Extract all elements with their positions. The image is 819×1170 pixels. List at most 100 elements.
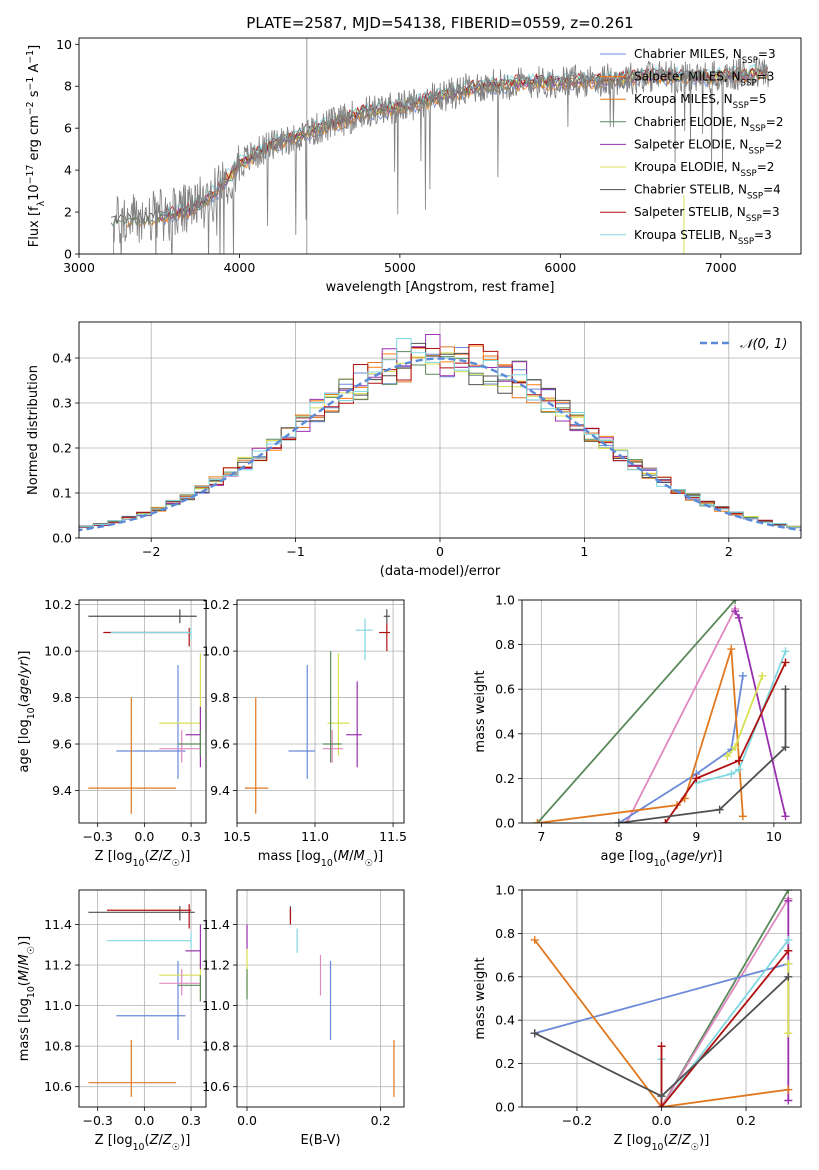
tick-label-x: 7 [537,829,545,844]
weight-marker [731,600,740,604]
age-vs-mass-frame [236,599,405,824]
label-part: ☉ [365,858,373,869]
label-part: =2 [757,160,775,174]
weight-line [618,689,787,823]
residuals-frame [78,321,802,539]
tick-label-x: 0.2 [736,1113,756,1128]
tick-label-x: 10.5 [223,829,251,844]
label-part: SSP [738,237,754,247]
tick-label-y: 9.4 [52,783,72,798]
tick-label-y: 11.0 [202,998,230,1013]
weight-marker [727,769,736,778]
label-part: =2 [765,137,783,151]
label-part: Chabrier MILES, N [634,47,742,61]
tick-label-y: 0.0 [52,531,72,546]
label-part: Chabrier ELODIE, N [634,115,750,129]
x-axis-label: E(B-V) [300,1133,340,1148]
weight-marker [657,1042,666,1051]
x-axis-label: wavelength [Angstrom, rest frame] [326,280,555,295]
tick-label-y: 0 [64,247,72,262]
label-part: −1 [25,77,36,91]
label-part: Z [162,849,173,864]
label-part: SSP [741,79,757,89]
tick-label-x: 0.0 [237,1113,257,1128]
mass-vs-Z-panel: −0.3 0.0 0.310.610.811.011.211.4Z [log10(Z… [17,889,207,1153]
label-part: mass [log [17,998,32,1061]
label-part: age [log [17,719,32,772]
weight-line [660,898,790,1107]
mass-vs-Z-frame [78,889,207,1108]
weight-marker [781,647,790,656]
tick-label-y: 10 [56,37,72,52]
axis-label: age [log10(age/yr)] [600,849,722,869]
label-part: 10 [654,858,666,869]
label-part: SSP [747,192,763,202]
label-part: / [349,849,354,864]
tick-label-x: 3000 [63,260,95,275]
mass-vs-EBV-panel: 0.0 0.2 10.6 10.8 11.0 11.2 11.4 E(B-V) [202,889,405,1148]
weight-line [533,939,789,1107]
weight-marker [661,819,670,823]
weight-marker [784,1029,793,1038]
weight-line [618,675,744,823]
weight-marker [727,645,736,654]
label-part: Salpeter STELIB, N [634,205,746,219]
tick-label-y: 0.6 [495,969,515,984]
tick-label-y: 10.2 [202,597,230,612]
weight-line [660,950,789,1107]
label-part: =3 [758,47,776,61]
label-part: ( [17,702,32,707]
label-part: =5 [749,92,767,106]
y-axis-label: mass weight [473,957,488,1039]
axis-label: Kroupa STELIB, NSSP=3 [634,228,772,247]
tick-label-y: 0.4 [52,351,72,366]
tick-label-x: −0.2 [562,1113,592,1128]
label-part: / [158,849,163,864]
label-part: 10 [133,858,145,869]
weight-line [534,962,789,1035]
tick-label-y: 10.8 [44,1039,72,1054]
weight-marker [731,607,740,616]
label-part: ☉ [691,1142,699,1153]
weight-marker [781,685,790,694]
tick-label-x: 11.5 [379,829,407,844]
label-part: )] [373,849,383,864]
weight-marker [784,896,793,905]
weight-marker [614,819,623,823]
weight-marker [784,890,793,894]
spectrum-data-line [113,57,770,254]
label-part: M [354,849,365,864]
weight-marker [784,1096,793,1105]
label-part: M [17,970,32,981]
label-part: ( [145,1133,150,1148]
label-part: SSP [733,101,749,111]
axis-label: Salpeter ELODIE, NSSP=2 [634,137,782,156]
axis-label: Z [log10(Z/Z☉)] [95,1133,191,1153]
tick-label-y: 0.2 [495,1056,515,1071]
weight-marker [738,671,747,680]
tick-label-y: 10.2 [44,597,72,612]
weight-marker [758,671,767,680]
axis-label: Kroupa MILES, NSSP=5 [634,92,767,111]
axis-label: mass [log10(M/M☉)] [258,849,384,869]
weight-marker [622,819,631,823]
legend-label: 𝒩(0, 1) [740,337,787,352]
tick-label-x: −2 [142,544,160,559]
weight-marker [784,972,793,981]
weight-line [660,939,790,1107]
tick-label-x: 8 [615,829,623,844]
weight-marker [735,613,743,622]
tick-label-x: 0.2 [371,1113,391,1128]
tick-label-y: 2 [64,205,72,220]
errorbars [88,904,201,1097]
label-part: =2 [766,115,784,129]
weight-marker [781,812,790,821]
spectrum-frame [78,37,802,255]
chart-title: PLATE=2587, MJD=54138, FIBERID=0559, z=0… [246,14,633,32]
weight-lines [530,890,793,1107]
label-part: ( [664,1133,669,1148]
residuals-panel: −2 −1 0 1 2 0.0 0.1 0.2 0.3 0.4 (data-model)/error… [26,321,802,579]
tick-label-x: −0.3 [82,1113,112,1128]
weight-marker [657,1103,666,1107]
weight-line [664,662,787,823]
